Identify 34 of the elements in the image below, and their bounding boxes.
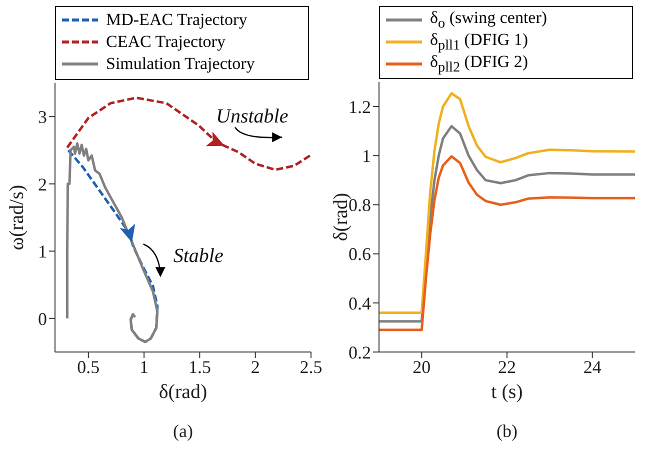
x-tick-label: 24 <box>583 356 602 377</box>
x-axis-title: t (s) <box>491 381 523 403</box>
y-tick-label: 1 <box>38 242 47 262</box>
line-series <box>66 96 311 172</box>
x-tick-label: 22 <box>498 356 516 377</box>
legend-label: δ$_{pll1}$ (DFIG 1) <box>430 30 528 54</box>
y-tick-label: 0.2 <box>348 342 371 362</box>
y-tick-label: 3 <box>38 107 47 128</box>
annotation: Stable <box>173 245 224 268</box>
y-tick-label: 2 <box>38 174 47 194</box>
legend-label: CEAC Trajectory <box>106 32 226 52</box>
legend-label: MD-EAC Trajectory <box>106 10 248 30</box>
annotation: Unstable <box>216 105 288 128</box>
y-tick-label: 0.6 <box>348 244 371 264</box>
y-axis-title: ω(rad/s) <box>6 184 28 250</box>
x-axis-title: δ(rad) <box>158 381 208 403</box>
x-tick-label: 2 <box>250 356 260 377</box>
legend-label: δ$_{pll2}$ (DFIG 2) <box>430 52 528 76</box>
legend-label: δ$_{o}$ (swing center) <box>430 8 548 32</box>
line-series <box>379 92 635 314</box>
legend-label: Simulation Trajectory <box>106 54 255 74</box>
x-tick-label: 0.5 <box>77 356 100 377</box>
x-tick-label: 20 <box>412 356 431 377</box>
text: (a) <box>173 421 193 441</box>
y-axis-title: δ(rad) <box>330 192 352 242</box>
y-tick-label: 1.2 <box>348 96 371 117</box>
x-tick-label: 1.5 <box>188 356 211 377</box>
line-series <box>379 155 635 332</box>
x-tick-label: 2.5 <box>300 356 322 377</box>
y-tick-label: 0.4 <box>348 293 371 314</box>
text: (b) <box>496 421 518 441</box>
y-tick-label: 1 <box>362 146 371 166</box>
x-tick-label: 1 <box>140 356 149 377</box>
y-tick-label: 0 <box>38 308 47 329</box>
